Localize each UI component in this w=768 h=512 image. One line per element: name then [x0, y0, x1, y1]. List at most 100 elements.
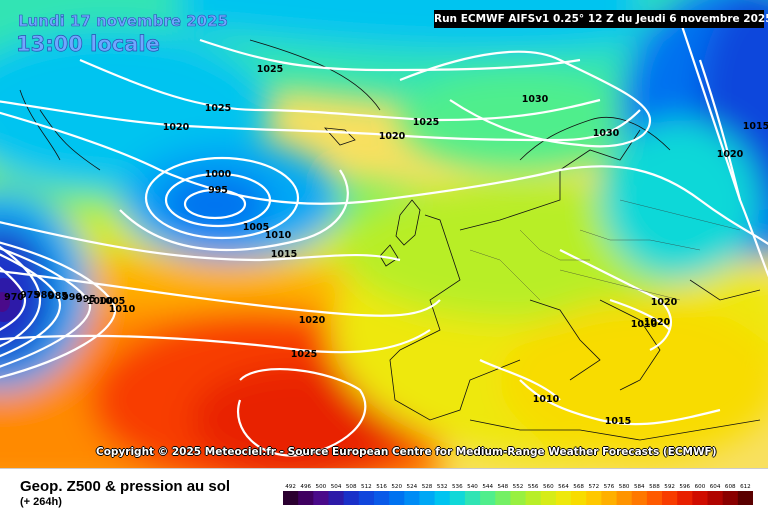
legend-swatch — [449, 491, 466, 505]
isobar-label: 985 — [48, 291, 68, 302]
isobar-labels: 1025102510201000995100510101015102010251… — [4, 64, 768, 427]
legend-swatch — [707, 491, 724, 505]
color-scale-legend: 492 496 500 504 508 512 516 520 524 528 532 536 540 5… — [283, 484, 753, 505]
legend-swatch — [722, 491, 739, 505]
forecast-map: 1025102510201000995100510101015102010251… — [0, 0, 768, 468]
country-borders — [469, 199, 741, 301]
legend-tick-label: 572 — [588, 484, 599, 490]
coastlines — [19, 39, 761, 441]
isobar-label: 1025 — [291, 349, 317, 360]
isobar-label: 1010 — [533, 394, 560, 405]
isobar-label: 1010 — [631, 319, 658, 330]
isobar-label: 1010 — [109, 304, 136, 315]
legend-swatch — [404, 491, 420, 505]
isobar-label: 1030 — [522, 94, 549, 105]
legend-tick-label: 500 — [316, 484, 327, 490]
isobar-label: 1015 — [743, 121, 768, 132]
isobar-label: 975 — [20, 290, 40, 301]
legend-tick-label: 528 — [422, 484, 433, 490]
isobar-label: 1025 — [205, 103, 231, 114]
isobar-label: 1010 — [265, 230, 292, 241]
legend-tick-label: 588 — [649, 484, 660, 490]
legend-tick-label: 560 — [543, 484, 554, 490]
legend-swatch — [601, 491, 618, 505]
legend-tick-label: 568 — [573, 484, 584, 490]
forecast-date: Lundi 17 novembre 2025 — [18, 12, 229, 31]
legend-tick-label: 580 — [619, 484, 630, 490]
legend-swatch — [646, 491, 663, 505]
legend-swatch — [677, 491, 693, 505]
legend-tick-label: 544 — [482, 484, 493, 490]
legend-tick-label: 608 — [725, 484, 736, 490]
legend-swatch — [480, 491, 496, 505]
legend-tick-label: 556 — [528, 484, 539, 490]
legend-tick-label: 564 — [558, 484, 569, 490]
isobar-label: 1020 — [717, 149, 744, 160]
legend-tick-label: 612 — [740, 484, 751, 490]
isobar-label: 980 — [34, 290, 54, 301]
isobar-label: 1020 — [379, 131, 406, 142]
isobar-label: 990 — [62, 292, 82, 303]
legend-swatch — [555, 491, 572, 505]
legend-tick-label: 536 — [452, 484, 463, 490]
legend-swatch — [616, 491, 633, 505]
legend-swatch — [343, 491, 360, 505]
legend-swatch — [571, 491, 587, 505]
isobar-label: 1020 — [163, 122, 190, 133]
legend-tick-label: 504 — [331, 484, 342, 490]
isobar-label: 995 — [208, 185, 228, 196]
legend-swatch — [540, 491, 557, 505]
isobar-label: 1020 — [299, 315, 326, 326]
isobar-lines — [0, 19, 768, 457]
legend-swatch — [313, 491, 329, 505]
isobar-label: 1015 — [605, 416, 631, 427]
legend-tick-label: 508 — [346, 484, 357, 490]
legend-tick-label: 540 — [467, 484, 478, 490]
legend-tick-label: 512 — [361, 484, 372, 490]
legend-swatch — [464, 491, 481, 505]
legend-swatch — [692, 491, 709, 505]
isobar-label: 995 — [76, 294, 96, 305]
legend-swatch — [662, 491, 678, 505]
isobar-label: 1000 — [87, 296, 114, 307]
legend-tick-label: 592 — [664, 484, 675, 490]
isobar-label: 970 — [4, 292, 24, 303]
legend-swatch — [495, 491, 511, 505]
legend-swatch — [419, 491, 436, 505]
isobar-label: 1030 — [593, 128, 620, 139]
legend-swatch — [434, 491, 451, 505]
isobar-label: 1005 — [243, 222, 269, 233]
legend-tick-label: 548 — [497, 484, 508, 490]
legend-swatch — [737, 491, 753, 505]
isobar-label: 1020 — [644, 317, 671, 328]
legend-swatch — [373, 491, 390, 505]
legend-swatch — [586, 491, 602, 505]
legend-swatch — [510, 491, 527, 505]
legend-swatch — [631, 491, 648, 505]
isobar-label: 1005 — [99, 296, 125, 307]
legend-tick-label: 532 — [437, 484, 448, 490]
legend-tick-label: 516 — [376, 484, 387, 490]
legend-tick-label: 552 — [513, 484, 524, 490]
legend-swatch — [389, 491, 405, 505]
isobar-label: 1000 — [205, 169, 232, 180]
legend-tick-label: 496 — [300, 484, 311, 490]
legend-swatch — [298, 491, 314, 505]
legend-swatch — [328, 491, 345, 505]
isobar-label: 1020 — [651, 297, 678, 308]
run-info: Run ECMWF AIFSv1 0.25° 12 Z du Jeudi 6 n… — [434, 10, 768, 28]
legend-tick-label: 520 — [391, 484, 402, 490]
legend-tick-label: 524 — [407, 484, 418, 490]
copyright-notice: Copyright © 2025 Meteociel.fr - Source E… — [96, 446, 717, 458]
legend-tick-label: 604 — [710, 484, 721, 490]
forecast-time: 13:00 locale — [16, 32, 161, 57]
legend-swatch — [358, 491, 375, 505]
geopotential-field — [0, 0, 768, 468]
legend-tick-label: 596 — [679, 484, 690, 490]
legend-tick-label: 576 — [604, 484, 615, 490]
lead-time: (+ 264h) — [20, 496, 62, 508]
legend-swatch — [283, 491, 299, 505]
legend-tick-label: 584 — [634, 484, 645, 490]
isobar-label: 1025 — [257, 64, 283, 75]
